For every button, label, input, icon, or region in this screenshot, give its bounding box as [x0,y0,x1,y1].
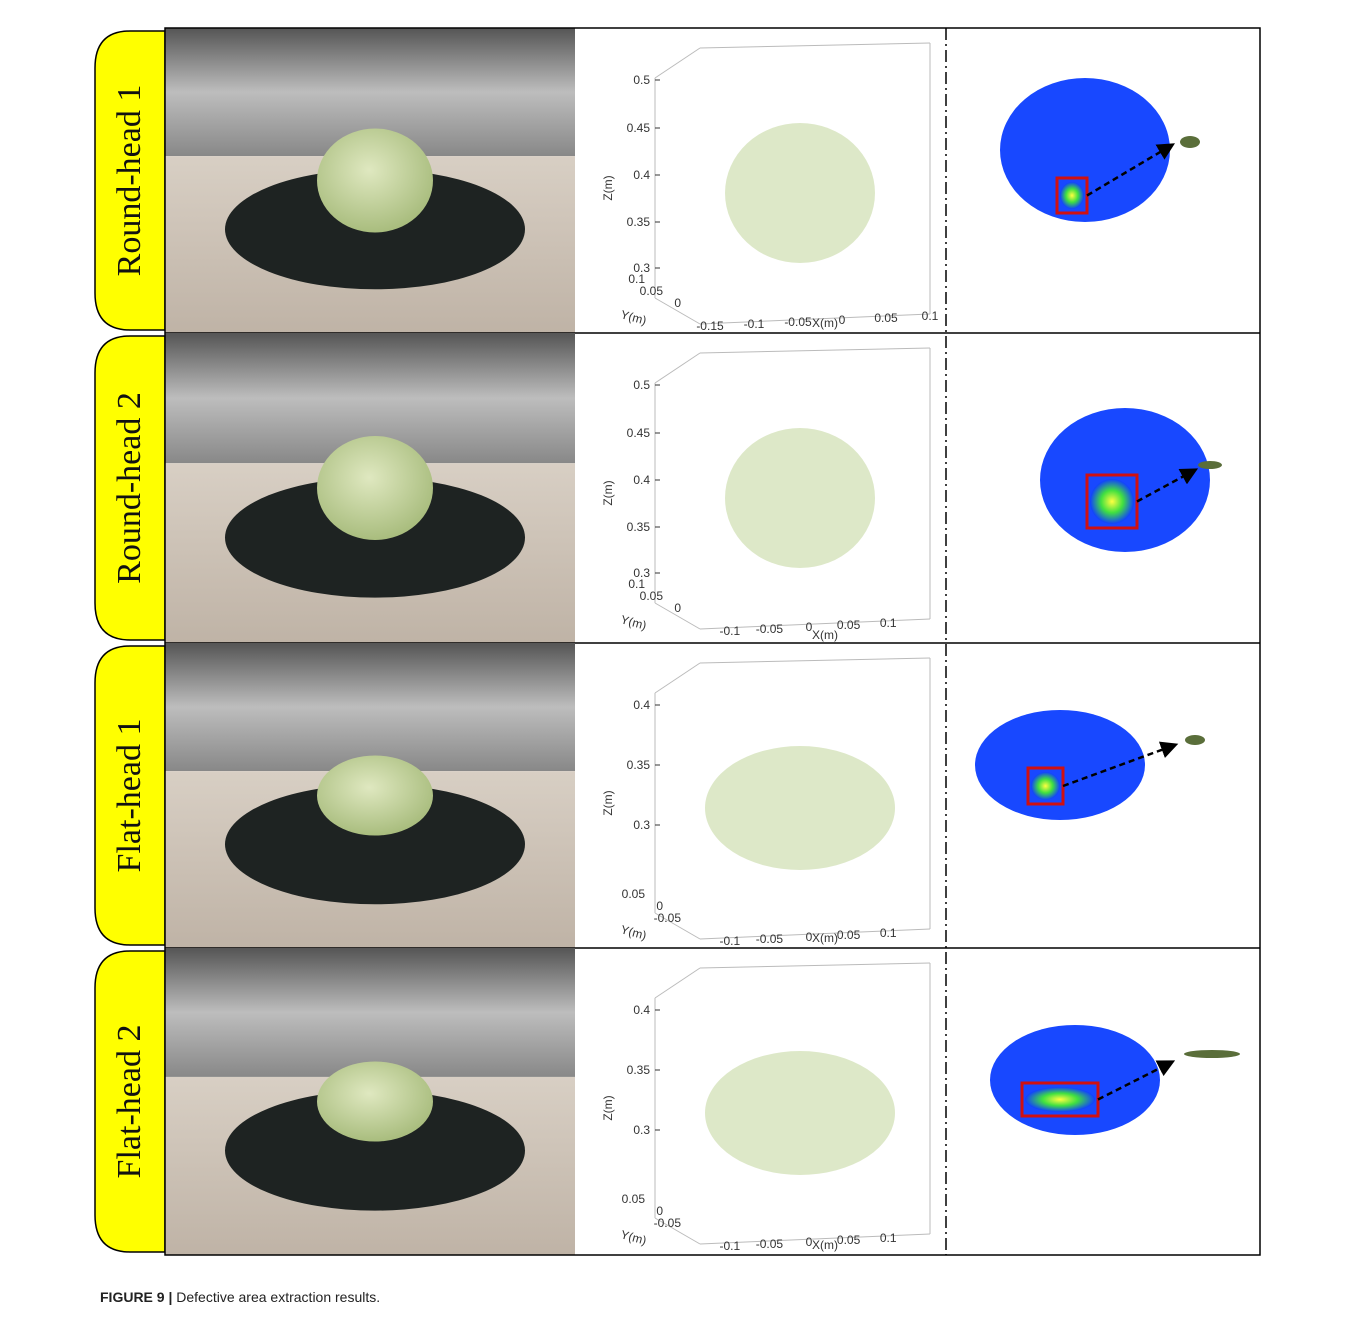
x-tick-label: -0.1 [719,934,740,948]
z-tick-label: 0.4 [633,1003,650,1017]
row-label: Round-head 1 [111,85,148,277]
z-tick-label: 0.3 [633,1123,650,1137]
defect-spot [1060,182,1084,209]
point-cloud [705,746,895,870]
x-axis-label: X(m) [812,931,838,945]
x-tick-label: 0.1 [880,616,897,630]
y-tick-label: 0 [674,601,681,615]
plot-axis [700,43,930,48]
cabbage [317,1062,433,1142]
heatmap-blob [1000,78,1170,222]
row-label: Round-head 2 [111,392,148,584]
z-tick-label: 0.35 [627,1063,651,1077]
z-tick-label: 0.5 [633,73,650,87]
z-tick-label: 0.35 [627,215,651,229]
z-tick-label: 0.45 [627,121,651,135]
x-tick-label: 0.1 [880,926,897,940]
z-tick-label: 0.5 [633,378,650,392]
x-tick-label: 0.05 [837,1233,861,1247]
caption-text: Defective area extraction results. [176,1289,380,1305]
z-axis-label: Z(m) [601,480,615,505]
point-cloud [725,428,875,568]
z-tick-label: 0.3 [633,818,650,832]
row-label: Flat-head 2 [111,1025,148,1179]
z-axis-label: Z(m) [601,1095,615,1120]
extracted-defect [1185,735,1205,745]
y-tick-label: 0 [674,296,681,310]
row-label: Flat-head 1 [111,719,148,873]
plot-axis [700,963,930,968]
x-tick-label: -0.05 [756,932,784,946]
caption-label: FIGURE 9 | [100,1289,172,1305]
y-tick-label: 0.05 [622,887,646,901]
z-axis-label: Z(m) [601,790,615,815]
x-tick-label: -0.05 [784,315,812,329]
x-axis-label: X(m) [812,628,838,642]
extracted-defect [1180,136,1200,148]
z-tick-label: 0.4 [633,698,650,712]
plot-axis [655,663,700,693]
plot-axis [655,48,700,78]
x-tick-label: 0.1 [922,309,939,323]
figure-row: Round-head 10.50.450.40.350.3Z(m)0.10.05… [95,28,1260,333]
extracted-defect [1184,1050,1240,1058]
plot-axis [700,658,930,663]
y-axis-label: Y(m) [619,1227,648,1247]
figure-row: Round-head 20.50.450.40.350.3Z(m)0.10.05… [95,333,1260,643]
y-tick-label: -0.05 [654,911,682,925]
figure-row: Flat-head 10.40.350.3Z(m)0.050-0.05Y(m)-… [95,643,1260,948]
z-tick-label: 0.4 [633,168,650,182]
page: FIGURE 9 | Defective area extraction res… [0,0,1358,1323]
heatmap-blob [1040,408,1210,552]
x-tick-label: 0.05 [874,311,898,325]
z-axis-label: Z(m) [601,175,615,200]
defect-spot [1090,479,1134,524]
x-axis-label: X(m) [812,1238,838,1252]
figure: FIGURE 9 | Defective area extraction res… [0,0,1358,1323]
photo-wall [165,643,575,771]
defect-spot [1025,1087,1095,1112]
cabbage [317,436,433,540]
plot-axis [655,968,700,998]
point-cloud [705,1051,895,1175]
x-tick-label: -0.05 [756,622,784,636]
x-tick-label: -0.1 [744,317,765,331]
x-tick-label: -0.15 [696,319,724,333]
extracted-defect [1198,461,1222,469]
x-tick-label: 0.05 [837,928,861,942]
y-tick-label: 0.05 [622,1192,646,1206]
y-axis-label: Y(m) [619,307,648,327]
x-axis-label: X(m) [812,316,838,330]
defect-spot [1031,772,1060,800]
figure-row: Flat-head 20.40.350.3Z(m)0.050-0.05Y(m)-… [95,948,1240,1255]
y-tick-label: -0.05 [654,1216,682,1230]
plot-axis [655,353,700,383]
photo-wall [165,948,575,1077]
y-axis-label: Y(m) [619,612,648,632]
plot-axis [700,348,930,353]
x-tick-label: -0.05 [756,1237,784,1251]
z-tick-label: 0.35 [627,758,651,772]
x-tick-label: 0.1 [880,1231,897,1245]
y-tick-label: 0.05 [640,589,664,603]
x-tick-label: -0.1 [719,1239,740,1253]
x-tick-label: 0.05 [837,618,861,632]
point-cloud [725,123,875,263]
y-axis-label: Y(m) [619,922,648,942]
z-tick-label: 0.45 [627,426,651,440]
z-tick-label: 0.4 [633,473,650,487]
y-tick-label: 0.05 [640,284,664,298]
z-tick-label: 0.35 [627,520,651,534]
cabbage [317,129,433,233]
x-tick-label: -0.1 [719,624,740,638]
x-tick-label: 0 [839,313,846,327]
caption: FIGURE 9 | Defective area extraction res… [100,1289,380,1305]
cabbage [317,756,433,836]
